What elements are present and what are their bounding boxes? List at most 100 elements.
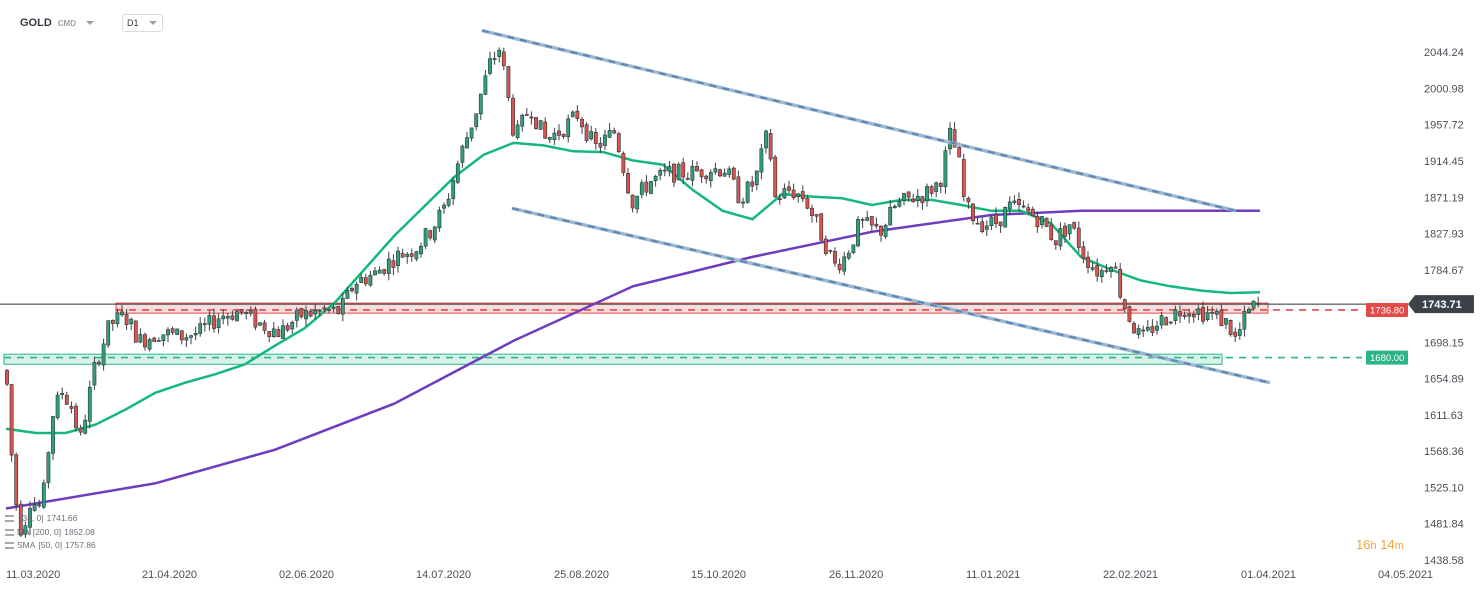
countdown-hours-unit: h: [1370, 540, 1377, 552]
candle-down: [133, 320, 138, 343]
legend-item[interactable]: SMA [50, 0] 1757.86: [5, 539, 96, 553]
candle-down: [906, 191, 911, 198]
candle-up: [1196, 308, 1201, 315]
candle-down: [1113, 266, 1118, 269]
candle-up: [759, 148, 764, 173]
source-label[interactable]: CMD: [57, 18, 76, 28]
interval-label: D1: [127, 18, 139, 28]
candle-up: [271, 328, 276, 338]
candle-up: [635, 195, 640, 210]
legend-item[interactable]: MA [200, 0] 1852.08: [5, 526, 96, 540]
y-tick-label: 1654.89: [1424, 374, 1464, 386]
candle-down: [1228, 319, 1233, 335]
candle-down: [336, 306, 341, 314]
candle-down: [1026, 207, 1031, 212]
candle-up: [1067, 224, 1072, 235]
candle-up: [658, 170, 663, 176]
candle-down: [1178, 311, 1182, 317]
candle-down: [78, 427, 83, 433]
candle-down: [561, 134, 566, 138]
candle-down: [327, 308, 331, 311]
interval-select[interactable]: D1: [122, 14, 163, 32]
candle-up: [147, 339, 152, 350]
legend-item[interactable]: [33, 0] 1741.66: [5, 512, 96, 526]
x-tick-label: 01.04.2021: [1241, 569, 1296, 581]
candle-up: [175, 328, 180, 335]
legend-indicator-params: [33, 0]: [20, 513, 44, 523]
candle-down: [952, 129, 957, 148]
candle-down: [524, 114, 529, 116]
candle-up: [156, 340, 161, 342]
candle-up: [331, 306, 336, 309]
candle-up: [851, 244, 856, 253]
candle-up: [1210, 311, 1215, 314]
candle-up: [1003, 207, 1008, 228]
candle-down: [1104, 270, 1109, 272]
candle-down: [920, 196, 925, 204]
candle-up: [189, 335, 193, 338]
candle-down: [529, 116, 534, 119]
indicator-menu-icon[interactable]: [5, 542, 14, 550]
candle-down: [699, 169, 704, 178]
x-tick-label: 26.11.2020: [829, 569, 883, 581]
candle-up: [87, 386, 92, 422]
candle-down: [308, 311, 313, 317]
candle-down: [695, 166, 699, 172]
candle-up: [221, 315, 226, 320]
candle-up: [225, 316, 230, 319]
candle-down: [961, 159, 966, 197]
legend-indicator-value: 1741.66: [46, 513, 78, 523]
candle-down: [1076, 227, 1081, 248]
candle-up: [727, 168, 732, 175]
candle-up: [442, 204, 446, 209]
candle-up: [902, 193, 906, 201]
y-tick-label: 1611.63: [1424, 410, 1463, 422]
countdown-minutes: 14: [1380, 537, 1395, 552]
candle-up: [782, 188, 787, 199]
candle-down: [1150, 326, 1155, 333]
candle-up: [741, 201, 745, 204]
candle-down: [1201, 307, 1205, 322]
candle-down: [276, 328, 281, 338]
candle-down: [1219, 309, 1224, 327]
candle-down: [777, 198, 782, 200]
candle-down: [626, 173, 630, 194]
indicator-menu-icon[interactable]: [5, 515, 14, 523]
indicator-menu-icon[interactable]: [5, 528, 14, 536]
candle-up: [55, 394, 60, 419]
candle-up: [101, 343, 106, 366]
candle-down: [644, 181, 649, 193]
candle-up: [915, 195, 920, 201]
candle-up: [948, 127, 952, 150]
candle-down: [616, 133, 621, 153]
candle-down: [14, 454, 19, 506]
candle-up: [281, 325, 285, 340]
legend-indicator-value: 1757.86: [65, 540, 96, 550]
candle-up: [120, 311, 124, 316]
candle-down: [810, 207, 814, 216]
symbol-dropdown-icon[interactable]: [86, 21, 94, 25]
channel-upper-line: [481, 28, 1237, 213]
candle-up: [166, 329, 170, 336]
candle-down: [621, 153, 626, 173]
candle-up: [984, 225, 989, 230]
channel-lower-line: [511, 206, 1271, 385]
candle-up: [1136, 328, 1141, 335]
candle-down: [1081, 246, 1086, 259]
candle-up: [216, 318, 221, 328]
candle-up: [764, 130, 768, 149]
y-tick-label: 2000.98: [1424, 83, 1464, 95]
candle-up: [359, 277, 364, 283]
candle-up: [883, 224, 888, 237]
candle-up: [1145, 326, 1150, 331]
chart-toolbar: GOLD CMD D1: [20, 13, 163, 33]
candle-up: [193, 333, 198, 336]
candle-down: [575, 110, 580, 119]
candle-up: [354, 283, 359, 294]
candle-up: [492, 58, 497, 60]
candle-down: [823, 238, 828, 254]
symbol-label[interactable]: GOLD: [20, 17, 52, 29]
candle-down: [718, 169, 722, 177]
